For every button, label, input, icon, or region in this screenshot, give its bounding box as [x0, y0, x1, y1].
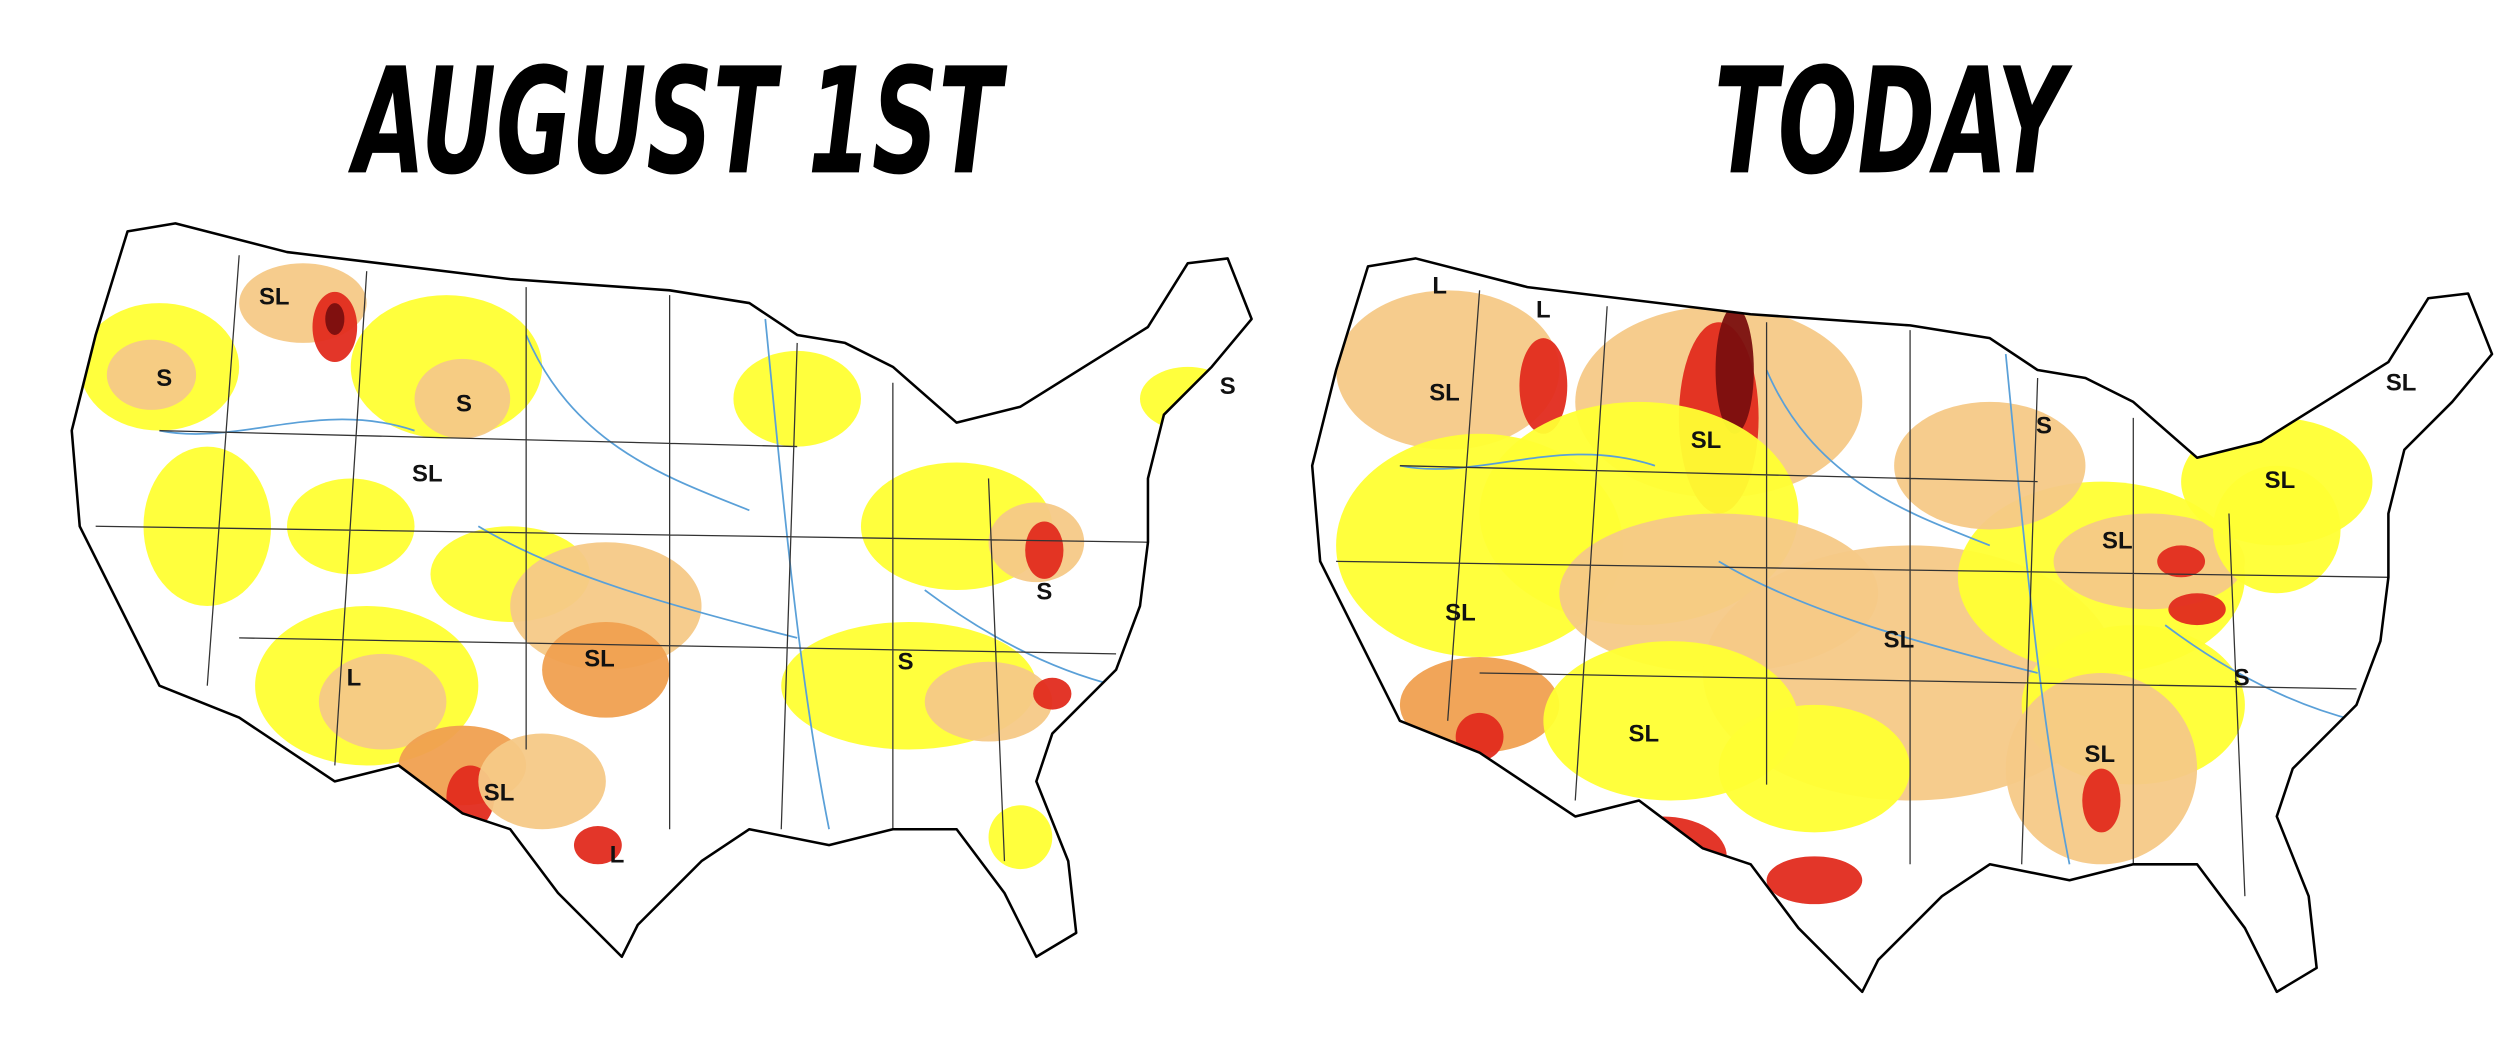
drought-area	[924, 661, 1053, 742]
impact-label: S	[156, 365, 172, 392]
map-title: AUGUST 1ST	[348, 36, 1008, 207]
impact-label: SL	[2085, 741, 2116, 768]
drought-area	[414, 358, 511, 439]
drought-area	[2168, 593, 2226, 626]
state-lines	[1336, 290, 2389, 897]
impact-label: L	[610, 842, 625, 869]
drought-area	[1894, 401, 2086, 530]
drought-area	[143, 446, 272, 607]
impact-label: SL	[2265, 467, 2296, 494]
impact-label: SL	[1445, 599, 1476, 626]
drought-area	[988, 805, 1053, 870]
impact-label: S	[2036, 413, 2052, 440]
drought-area	[325, 303, 345, 335]
state-lines	[95, 255, 1148, 862]
impact-label: SL	[1884, 626, 1915, 653]
impact-label: L	[347, 665, 362, 692]
drought-map: S SL S SL SL L SL L S S S	[70, 222, 1253, 959]
drought-area	[733, 350, 861, 447]
drought-area	[1718, 704, 1911, 833]
drought-area	[1336, 290, 1560, 450]
drought-area	[1642, 840, 1700, 905]
drought-area	[2157, 545, 2206, 578]
impact-label: SL	[412, 461, 443, 488]
drought-area	[2082, 768, 2121, 833]
drought-area	[478, 733, 606, 830]
impact-label: SL	[484, 779, 515, 806]
drought-area	[1025, 521, 1064, 579]
impact-label: S	[2234, 665, 2250, 692]
drought-area	[1519, 338, 1568, 434]
impact-label: S	[456, 390, 472, 417]
drought-area	[1033, 677, 1072, 710]
impact-label: SL	[1629, 720, 1660, 747]
drought-area	[318, 653, 447, 750]
impact-label: SL	[259, 284, 290, 311]
impact-label: S	[1220, 373, 1236, 400]
impact-label: SL	[2386, 370, 2417, 397]
drought-area	[542, 621, 670, 718]
drought-area	[573, 826, 622, 865]
rivers	[1399, 354, 2357, 865]
drought-map: L L SL SL S SL SL SL SL SL S SL SL	[1310, 257, 2494, 994]
drought-area	[1399, 657, 1560, 753]
impact-label: SL	[584, 646, 615, 673]
impact-label: L	[1536, 296, 1551, 323]
impact-label: SL	[1429, 379, 1460, 406]
impact-label: L	[1432, 272, 1447, 299]
impact-label: SL	[2102, 528, 2133, 555]
impact-label: S	[898, 649, 914, 676]
rivers	[159, 318, 1117, 830]
drought-layer	[79, 255, 1236, 870]
drought-area	[1766, 856, 1863, 905]
drought-area	[1715, 306, 1754, 434]
impact-label: S	[1036, 579, 1052, 606]
impact-label: SL	[1691, 427, 1722, 454]
drought-area	[1599, 816, 1727, 897]
drought-area	[2053, 513, 2245, 610]
drought-area	[510, 542, 702, 670]
map-title: TODAY	[1714, 36, 2073, 207]
drought-area	[106, 339, 197, 410]
